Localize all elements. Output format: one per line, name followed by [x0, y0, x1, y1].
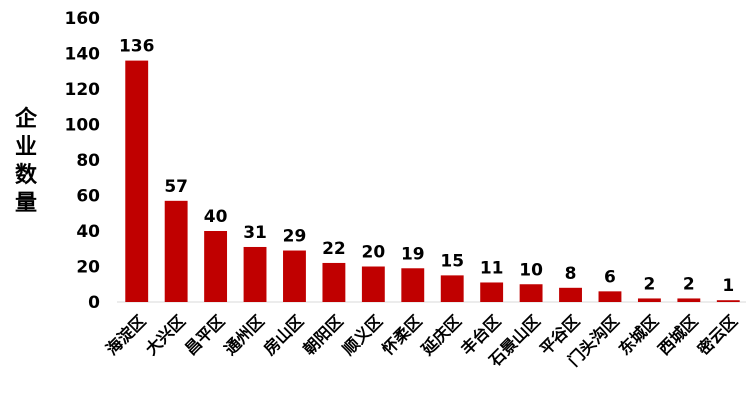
- bar: [637, 298, 661, 302]
- y-axis-ticks: 0 20 40 60 80 100 120 140 160: [65, 9, 101, 313]
- data-label: 40: [204, 207, 228, 227]
- x-tick-label: 顺义区: [339, 311, 386, 358]
- y-tick-label: 0: [88, 293, 100, 313]
- bar: [401, 268, 425, 302]
- y-tick-label: 60: [76, 187, 100, 207]
- x-tick-label: 延庆区: [417, 311, 465, 359]
- data-label: 19: [401, 244, 425, 264]
- x-tick-label: 海淀区: [102, 311, 149, 358]
- y-tick-label: 140: [65, 45, 101, 65]
- bar: [361, 266, 385, 302]
- x-tick-label: 东城区: [615, 311, 662, 358]
- data-label: 8: [565, 264, 577, 284]
- y-axis-label-char: 业: [15, 135, 37, 160]
- x-tick-label: 大兴区: [142, 311, 189, 358]
- x-tick-label: 房山区: [260, 311, 307, 358]
- x-tick-label: 昌平区: [181, 311, 228, 358]
- bar: [716, 300, 740, 302]
- bar: [480, 282, 504, 302]
- data-label: 22: [322, 239, 346, 259]
- data-label: 2: [643, 274, 655, 294]
- bar: [243, 246, 267, 302]
- data-label: 20: [362, 243, 386, 263]
- y-tick-label: 100: [65, 116, 101, 136]
- data-label: 6: [604, 267, 616, 287]
- data-label: 2: [683, 274, 695, 294]
- y-tick-label: 80: [76, 151, 100, 171]
- bar: [204, 231, 228, 302]
- data-label: 31: [243, 223, 267, 243]
- y-axis-label-char: 数: [15, 162, 38, 188]
- x-tick-label: 密云区: [693, 311, 741, 359]
- x-tick-label: 西城区: [654, 311, 701, 358]
- x-axis-ticks: 海淀区大兴区昌平区通州区房山区朝阳区顺义区怀柔区延庆区丰台区石景山区平谷区门头沟…: [102, 311, 741, 370]
- data-label: 1: [722, 276, 734, 296]
- bar: [125, 60, 149, 302]
- bar: [440, 275, 464, 302]
- bar: [519, 284, 543, 302]
- data-label: 57: [164, 177, 188, 197]
- bar: [283, 250, 306, 302]
- x-tick-label: 通州区: [220, 311, 267, 358]
- data-label: 136: [119, 37, 155, 57]
- y-tick-label: 20: [76, 258, 100, 278]
- x-tick-label: 朝阳区: [299, 311, 346, 358]
- bar: [164, 200, 188, 302]
- data-label: 29: [283, 227, 307, 247]
- y-axis-label-char: 量: [15, 191, 37, 216]
- x-tick-label: 怀柔区: [378, 311, 425, 358]
- y-axis-label-char: 企: [14, 106, 38, 132]
- y-tick-label: 40: [76, 222, 100, 242]
- bar: [322, 262, 346, 302]
- data-label: 15: [440, 251, 464, 271]
- y-tick-label: 160: [65, 9, 101, 29]
- bar: [677, 298, 701, 302]
- bar: [559, 287, 582, 302]
- y-tick-label: 120: [65, 80, 101, 100]
- data-label: 10: [519, 260, 543, 280]
- bar: [598, 291, 622, 302]
- data-label: 11: [480, 258, 504, 278]
- bars: [125, 60, 740, 302]
